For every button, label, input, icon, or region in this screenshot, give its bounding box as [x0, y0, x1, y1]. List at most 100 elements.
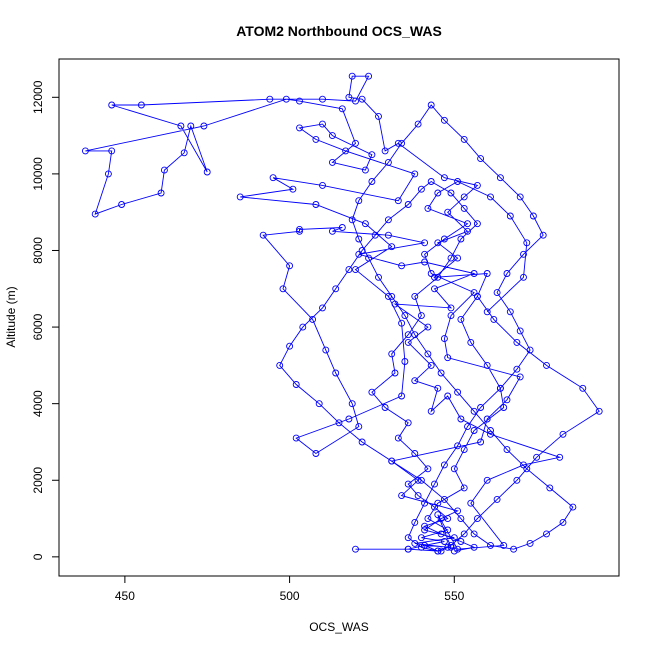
data-point [493, 289, 501, 297]
data-point [345, 415, 353, 423]
data-point [421, 250, 429, 258]
data-point [513, 338, 521, 346]
data-point [352, 545, 359, 553]
data-point [269, 174, 277, 182]
data-point [319, 120, 326, 128]
data-point [447, 189, 455, 197]
data-point [414, 476, 422, 484]
data-point [470, 530, 478, 538]
data-point [434, 239, 442, 247]
data-point [417, 312, 425, 320]
data-point [440, 538, 448, 545]
data-point [546, 484, 554, 492]
data-point [292, 381, 300, 388]
data-point [440, 116, 448, 124]
data-point [345, 266, 353, 274]
y-tick-label: 4000 [31, 390, 45, 417]
data-point [516, 373, 524, 381]
data-point [454, 507, 462, 515]
data-point [427, 270, 435, 277]
data-point [375, 273, 382, 281]
data-point [411, 450, 419, 457]
data-point [292, 434, 300, 442]
data-point [319, 181, 326, 189]
data-point [431, 285, 438, 293]
data-point [450, 547, 458, 555]
data-point [289, 185, 297, 193]
data-point [470, 270, 478, 277]
data-point [332, 369, 340, 377]
data-point [279, 285, 287, 293]
data-point [473, 515, 481, 523]
data-point [454, 442, 462, 450]
data-point [424, 350, 432, 358]
data-point [529, 212, 537, 220]
data-point [559, 518, 567, 526]
data-point [447, 312, 455, 320]
data-point [427, 101, 435, 109]
y-tick-label: 10000 [31, 157, 45, 191]
data-point [358, 95, 366, 103]
data-point [520, 273, 527, 281]
data-point [157, 189, 165, 197]
data-point [375, 112, 382, 120]
data-point [384, 158, 392, 166]
data-point [137, 101, 145, 109]
data-point [296, 124, 303, 132]
data-point [457, 315, 465, 323]
data-point [358, 438, 366, 446]
x-axis-label: OCS_WAS [309, 620, 369, 634]
data-point [457, 235, 465, 243]
data-point [440, 461, 448, 469]
data-point [483, 308, 491, 316]
data-point [200, 122, 208, 130]
data-point [417, 543, 425, 551]
data-point [424, 465, 432, 473]
data-point [467, 338, 475, 346]
data-point [312, 201, 320, 208]
data-point [447, 254, 455, 262]
data-point [543, 530, 550, 538]
data-point [513, 365, 521, 373]
data-point [506, 308, 514, 316]
data-point [355, 235, 363, 243]
data-point [421, 499, 429, 507]
data-point [454, 388, 462, 396]
data-point [424, 204, 432, 212]
y-tick-label: 2000 [31, 467, 45, 494]
data-point [296, 97, 303, 105]
data-point [503, 270, 511, 277]
data-point [108, 101, 116, 109]
data-point [447, 304, 455, 312]
data-point [470, 427, 478, 434]
data-point [427, 361, 435, 369]
data-point [398, 319, 406, 327]
y-tick-label: 6000 [31, 313, 45, 340]
data-point [483, 361, 491, 369]
data-point [427, 178, 435, 185]
data-point [464, 227, 471, 235]
data-point [276, 361, 284, 369]
data-point [266, 95, 274, 103]
data-point [556, 453, 564, 461]
data-point [398, 392, 406, 400]
data-point [487, 541, 494, 549]
x-tick-label: 500 [280, 589, 300, 603]
data-point [296, 227, 303, 235]
data-point [358, 247, 366, 254]
data-point [309, 315, 317, 323]
data-point [203, 168, 211, 176]
data-point [401, 358, 409, 365]
data-point [348, 216, 356, 224]
data-point [424, 323, 432, 331]
data-point [312, 135, 320, 143]
data-point [187, 122, 195, 130]
data-point [496, 384, 504, 392]
data-point [361, 220, 369, 228]
data-point [543, 361, 550, 369]
data-point [414, 120, 422, 128]
x-tick-label: 550 [444, 589, 464, 603]
data-point [414, 492, 422, 500]
data-point [421, 522, 429, 530]
data-point [454, 254, 462, 262]
